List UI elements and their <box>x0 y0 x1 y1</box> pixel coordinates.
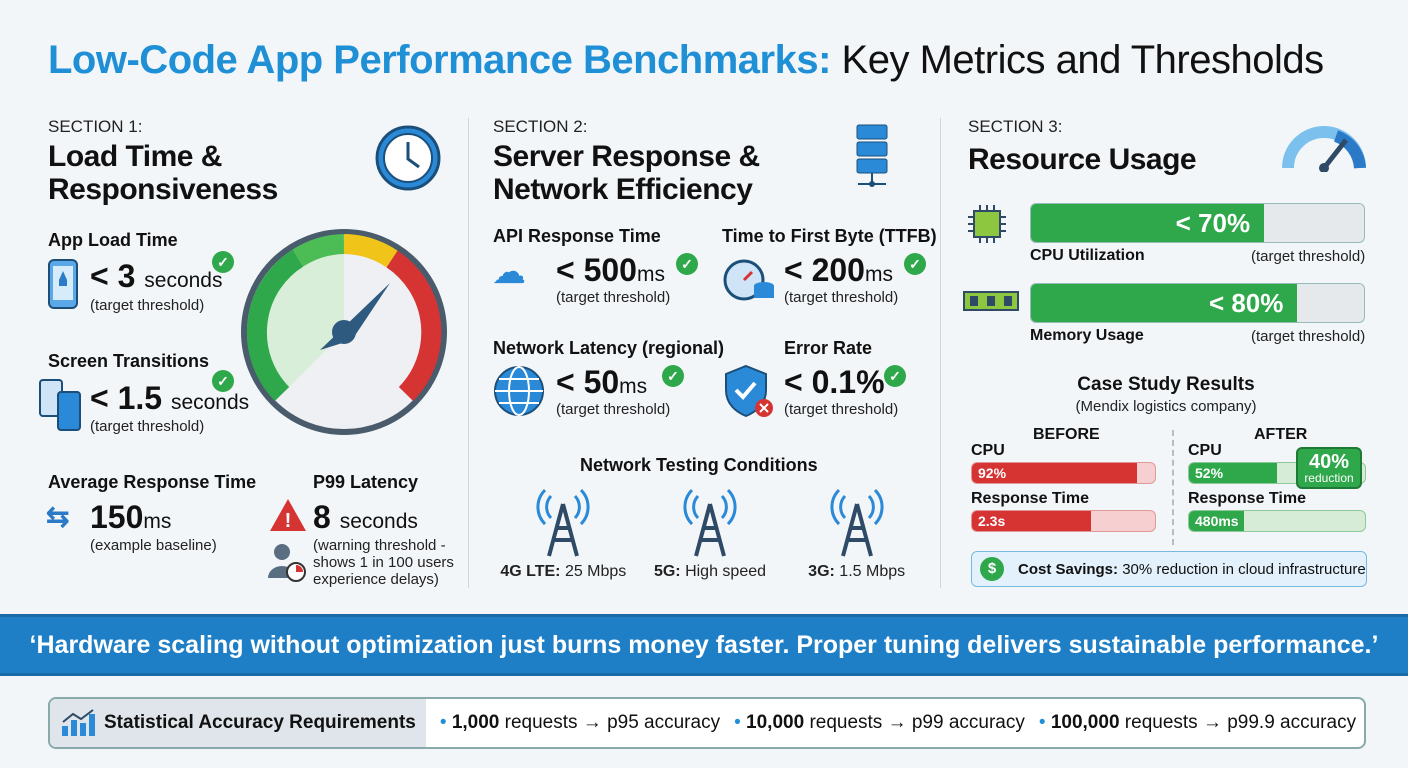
avg-response-label: Average Response Time <box>48 472 257 492</box>
case-study-subtitle: (Mendix logistics company) <box>1075 398 1257 415</box>
stat-item: • 10,000 requests → p99 accuracy <box>734 712 1025 733</box>
memory-note: (target threshold) <box>1251 328 1366 345</box>
ttfb-value: < 200ms <box>784 252 893 288</box>
latency-note: (target threshold) <box>556 401 671 418</box>
divider <box>940 118 941 588</box>
error-note: (target threshold) <box>784 401 899 418</box>
cell-tower-icon <box>683 488 737 557</box>
phone-rocket-icon <box>48 259 78 309</box>
api-note: (target threshold) <box>556 289 671 306</box>
transitions-value: < 1.5 seconds <box>90 380 250 416</box>
after-rt-fill: 480ms <box>1189 511 1244 531</box>
section2-title: Server Response & Network Efficiency <box>493 140 760 206</box>
cpu-note: (target threshold) <box>1251 248 1366 265</box>
page-title: Low-Code App Performance Benchmarks: Key… <box>48 38 1324 82</box>
before-rt-fill: 2.3s <box>972 511 1091 531</box>
check-icon: ✓ <box>676 253 698 275</box>
api-value: < 500ms <box>556 252 665 288</box>
check-icon: ✓ <box>904 253 926 275</box>
server-icon <box>856 124 888 187</box>
before-heading: BEFORE <box>1033 426 1100 443</box>
after-rt-label: Response Time <box>1188 490 1306 507</box>
memory-bar-fill: < 80% <box>1031 284 1298 322</box>
transitions-label: Screen Transitions <box>48 351 210 371</box>
stats-label: Statistical Accuracy Requirements <box>104 712 416 733</box>
section2-kicker: SECTION 2: <box>493 117 588 136</box>
memory-ram-icon <box>963 291 1019 311</box>
p99-label: P99 Latency <box>313 472 419 492</box>
section1-title: Load Time & Responsiveness <box>48 140 278 206</box>
memory-label: Memory Usage <box>1030 327 1144 344</box>
before-rt-label: Response Time <box>971 490 1089 507</box>
app-load-label: App Load Time <box>48 230 178 250</box>
check-icon: ✓ <box>212 251 234 273</box>
dollar-down-icon: $ <box>980 557 1004 581</box>
swap-arrows-icon: ⇆ <box>46 501 70 532</box>
error-value: < 0.1% <box>784 364 885 400</box>
app-load-value: < 3 seconds <box>90 258 223 294</box>
divider <box>1172 430 1174 545</box>
section3-title: Resource Usage <box>968 143 1197 176</box>
testing-title: Network Testing Conditions <box>580 455 818 475</box>
avg-response-value: 150ms <box>90 499 172 535</box>
gauge-icon <box>241 229 447 435</box>
cpu-label: CPU Utilization <box>1030 247 1145 264</box>
check-icon: ✓ <box>212 370 234 392</box>
globe-icon <box>494 366 544 416</box>
latency-label: Network Latency (regional) <box>493 338 725 358</box>
cloud-server-icon: ☁ <box>492 253 526 291</box>
p99-value: 8 seconds <box>313 499 418 535</box>
bar-chart-icon <box>62 709 95 736</box>
case-study-title: Case Study Results <box>1077 374 1255 395</box>
after-cpu-fill: 52% <box>1189 463 1277 483</box>
check-icon: ✓ <box>884 365 906 387</box>
p99-note: (warning threshold - shows 1 in 100 users… <box>313 537 454 588</box>
speedometer-icon <box>1282 126 1366 172</box>
before-cpu-label: CPU <box>971 442 1005 459</box>
divider <box>468 118 469 588</box>
cell-tower-icon <box>536 488 590 557</box>
stopwatch-database-icon <box>723 259 774 301</box>
stat-item: • 1,000 requests → p95 accuracy <box>439 712 721 733</box>
error-label: Error Rate <box>784 338 873 358</box>
stats-bar: Statistical Accuracy Requirements • 1,00… <box>48 697 1366 749</box>
warning-icon: ! <box>270 499 306 532</box>
shield-error-icon <box>725 364 773 418</box>
app-load-note: (target threshold) <box>90 297 205 314</box>
network-item: 5G: High speed <box>640 486 780 581</box>
ttfb-note: (target threshold) <box>784 289 899 306</box>
screens-icon <box>39 379 81 431</box>
after-cpu-label: CPU <box>1188 442 1222 459</box>
ttfb-label: Time to First Byte (TTFB) <box>722 226 937 246</box>
clock-icon <box>375 125 441 191</box>
section1-kicker: SECTION 1: <box>48 117 143 136</box>
network-conditions: 4G LTE: 25 Mbps 5G: High speed 3G: 1.5 M… <box>490 486 930 581</box>
stat-item: • 100,000 requests → p99.9 accuracy <box>1038 712 1357 733</box>
cpu-bar-fill: < 70% <box>1031 204 1265 242</box>
check-icon: ✓ <box>662 365 684 387</box>
cpu-utilization-bar: < 70% <box>1030 203 1365 243</box>
avg-response-note: (example baseline) <box>90 537 217 554</box>
transitions-note: (target threshold) <box>90 418 205 435</box>
cpu-chip-icon <box>968 205 1006 243</box>
before-rt-bar: 2.3s <box>971 510 1156 532</box>
memory-usage-bar: < 80% <box>1030 283 1365 323</box>
stats-label-box: Statistical Accuracy Requirements <box>50 699 426 747</box>
cell-tower-icon <box>830 488 884 557</box>
before-cpu-fill: 92% <box>972 463 1137 483</box>
after-rt-bar: 480ms <box>1188 510 1366 532</box>
api-label: API Response Time <box>493 226 661 246</box>
latency-value: < 50ms <box>556 364 648 400</box>
cost-savings-callout: $ Cost Savings: 30% reduction in cloud i… <box>971 551 1367 587</box>
section3-kicker: SECTION 3: <box>968 117 1063 136</box>
reduction-badge: 40% reduction <box>1296 447 1362 489</box>
user-timer-icon <box>268 544 306 582</box>
before-cpu-bar: 92% <box>971 462 1156 484</box>
quote-banner: ‘Hardware scaling without optimization j… <box>0 614 1408 676</box>
network-item: 3G: 1.5 Mbps <box>787 486 927 581</box>
svg-text:!: ! <box>285 510 292 532</box>
network-item: 4G LTE: 25 Mbps <box>493 486 633 581</box>
after-heading: AFTER <box>1254 426 1308 443</box>
